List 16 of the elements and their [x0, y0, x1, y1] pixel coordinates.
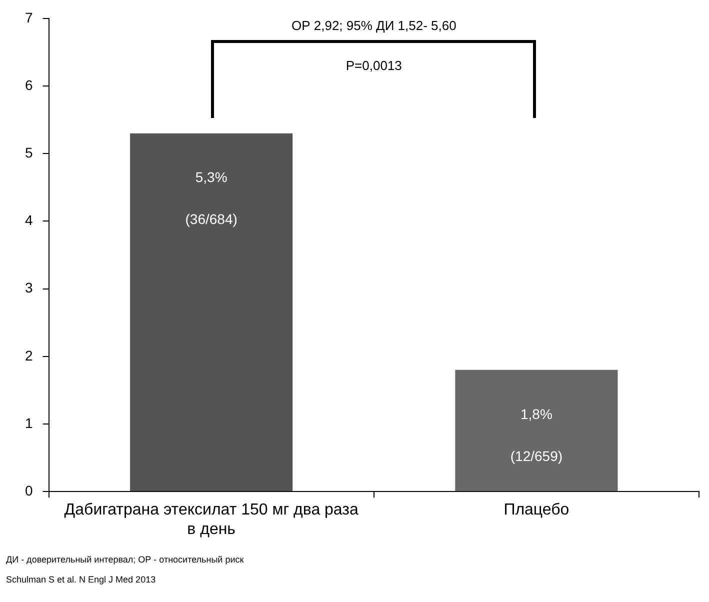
annotation: ОР 2,92; 95% ДИ 1,52- 5,60 — [291, 18, 456, 33]
y-tick-label: 0 — [24, 482, 33, 498]
text: 5,3% (36/684) — [185, 169, 238, 228]
y-tick-label: 5 — [24, 144, 33, 160]
text: Schulman S et al. N Engl J Med 2013 — [6, 574, 156, 584]
annotation: Р=0,0013 — [346, 58, 402, 73]
y-tick-label: 7 — [24, 9, 33, 26]
y-tick-label: 6 — [24, 76, 33, 93]
y-tick-label: 3 — [24, 280, 33, 296]
text: 1,8% (12/659) — [510, 406, 563, 464]
y-tick-label: 4 — [24, 212, 33, 228]
text: ДИ - доверительный интервал; ОР - относительный риск — [6, 554, 244, 564]
y-tick-label: 1 — [24, 414, 33, 431]
y-tick-label: 2 — [24, 347, 33, 364]
x-tick-label: Плацебо — [504, 502, 570, 519]
x-tick-label: Дабигатрана этексилат 150 мг два раза в день — [64, 502, 358, 538]
